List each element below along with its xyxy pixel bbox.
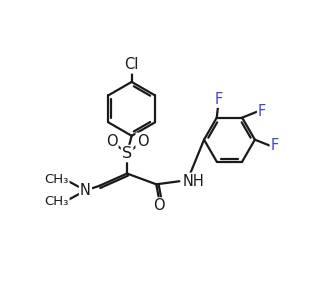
Text: N: N [80,183,91,198]
Text: NH: NH [182,174,204,189]
Text: S: S [122,146,132,161]
Text: CH₃: CH₃ [44,173,68,186]
Text: O: O [137,134,148,149]
Text: O: O [154,199,165,213]
Text: F: F [271,138,279,153]
Text: F: F [214,92,222,107]
Text: Cl: Cl [124,57,139,72]
Text: CH₃: CH₃ [44,195,68,208]
Text: O: O [106,134,117,149]
Text: F: F [258,104,266,119]
